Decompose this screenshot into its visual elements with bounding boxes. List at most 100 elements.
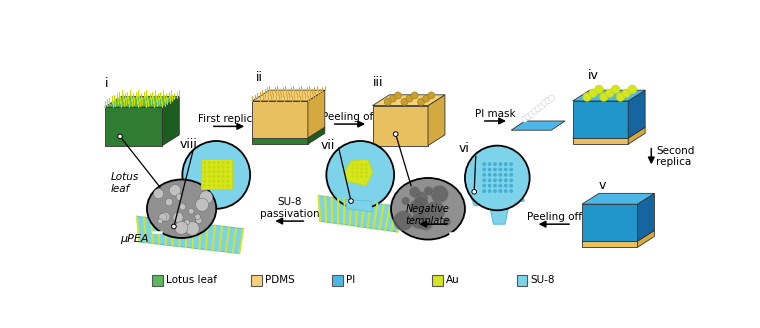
- Circle shape: [207, 161, 211, 164]
- Circle shape: [409, 187, 420, 197]
- Circle shape: [217, 170, 220, 173]
- Circle shape: [195, 214, 201, 219]
- Text: Second
replica: Second replica: [656, 146, 695, 167]
- Polygon shape: [638, 194, 654, 241]
- Circle shape: [217, 179, 220, 183]
- Circle shape: [212, 170, 216, 173]
- Circle shape: [525, 114, 531, 120]
- Circle shape: [118, 134, 122, 139]
- Circle shape: [504, 184, 508, 188]
- Circle shape: [465, 146, 530, 210]
- Circle shape: [199, 191, 213, 204]
- Circle shape: [424, 219, 432, 228]
- Circle shape: [159, 213, 167, 221]
- Circle shape: [188, 208, 194, 214]
- Text: iii: iii: [373, 76, 384, 89]
- Circle shape: [589, 89, 597, 97]
- Circle shape: [157, 219, 163, 224]
- Circle shape: [493, 162, 497, 166]
- Circle shape: [360, 163, 363, 166]
- Circle shape: [499, 173, 502, 177]
- Polygon shape: [201, 159, 232, 189]
- Circle shape: [535, 106, 541, 112]
- Text: Peeling off: Peeling off: [322, 112, 377, 122]
- Circle shape: [583, 93, 591, 101]
- Circle shape: [222, 170, 225, 173]
- Text: First replica: First replica: [198, 114, 259, 124]
- FancyBboxPatch shape: [332, 275, 343, 286]
- Circle shape: [222, 161, 225, 164]
- Circle shape: [428, 92, 435, 99]
- Circle shape: [351, 167, 354, 170]
- Circle shape: [483, 178, 486, 182]
- Circle shape: [545, 97, 551, 104]
- Polygon shape: [638, 230, 654, 247]
- Circle shape: [442, 217, 451, 226]
- Polygon shape: [629, 127, 645, 144]
- Circle shape: [413, 212, 423, 221]
- Circle shape: [488, 168, 492, 172]
- Polygon shape: [318, 196, 404, 232]
- Circle shape: [600, 93, 608, 101]
- Circle shape: [365, 171, 368, 174]
- Polygon shape: [252, 138, 308, 144]
- Ellipse shape: [147, 179, 217, 238]
- Circle shape: [212, 179, 216, 183]
- Circle shape: [226, 166, 230, 169]
- Circle shape: [326, 141, 394, 209]
- Circle shape: [203, 161, 206, 164]
- Circle shape: [414, 192, 428, 205]
- Circle shape: [182, 141, 250, 209]
- Circle shape: [207, 184, 211, 187]
- Circle shape: [212, 184, 216, 187]
- Polygon shape: [573, 138, 629, 144]
- Circle shape: [401, 197, 410, 205]
- Text: iv: iv: [588, 70, 599, 82]
- Circle shape: [509, 168, 513, 172]
- Circle shape: [356, 167, 359, 170]
- Circle shape: [509, 184, 513, 188]
- Circle shape: [349, 199, 353, 203]
- FancyBboxPatch shape: [517, 275, 527, 286]
- Circle shape: [499, 184, 502, 188]
- Polygon shape: [372, 106, 428, 146]
- Polygon shape: [582, 204, 638, 241]
- Circle shape: [509, 178, 513, 182]
- Circle shape: [419, 216, 433, 230]
- Circle shape: [509, 189, 513, 193]
- Circle shape: [483, 168, 486, 172]
- Circle shape: [184, 220, 190, 226]
- Circle shape: [431, 185, 448, 203]
- Circle shape: [207, 170, 211, 173]
- Text: Lotus
leaf: Lotus leaf: [111, 172, 139, 194]
- Circle shape: [504, 178, 508, 182]
- Circle shape: [549, 95, 555, 101]
- Circle shape: [180, 202, 185, 208]
- Circle shape: [419, 221, 427, 230]
- Circle shape: [217, 184, 220, 187]
- Circle shape: [628, 85, 637, 94]
- Polygon shape: [105, 107, 163, 146]
- Polygon shape: [428, 95, 445, 146]
- Text: SU-8: SU-8: [530, 276, 555, 285]
- Circle shape: [212, 175, 216, 178]
- Text: viii: viii: [180, 138, 198, 151]
- Circle shape: [408, 218, 416, 226]
- Circle shape: [424, 186, 433, 195]
- Circle shape: [166, 198, 173, 206]
- Circle shape: [203, 184, 206, 187]
- Circle shape: [360, 171, 363, 174]
- Circle shape: [401, 98, 408, 105]
- Circle shape: [207, 179, 211, 183]
- Circle shape: [493, 173, 497, 177]
- Polygon shape: [467, 180, 524, 206]
- Text: i: i: [106, 77, 109, 90]
- Circle shape: [365, 163, 368, 166]
- Polygon shape: [308, 90, 325, 138]
- Polygon shape: [252, 101, 308, 138]
- Polygon shape: [511, 121, 565, 130]
- FancyBboxPatch shape: [152, 275, 163, 286]
- Circle shape: [499, 162, 502, 166]
- Circle shape: [483, 162, 486, 166]
- Circle shape: [411, 92, 418, 99]
